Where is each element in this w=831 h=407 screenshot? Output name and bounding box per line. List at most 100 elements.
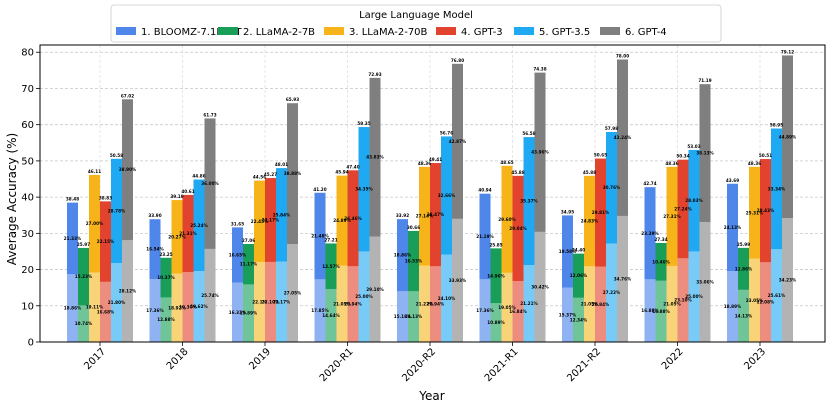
bar-upper-percent-label: 10.37% — [157, 275, 175, 280]
bar-lower-segment — [193, 271, 205, 342]
bar-lower-segment — [666, 265, 678, 342]
bar-value-label: 49.41 — [429, 157, 442, 162]
bar-upper-segment — [738, 247, 749, 290]
bar-lower-percent-label: 20.94% — [427, 302, 445, 307]
bar-upper-segment — [688, 149, 700, 252]
bar-value-label: 48.36 — [748, 161, 761, 166]
bar-lower-segment — [408, 291, 419, 342]
legend-box — [110, 4, 722, 43]
bar-lower-percent-label: 29.10% — [366, 287, 384, 292]
bar-value-label: 38.83 — [99, 195, 112, 200]
bar-lower-percent-label: 21.05% — [663, 301, 681, 306]
bar-upper-segment — [512, 175, 524, 282]
bar-lower-percent-label: 27.05% — [284, 291, 302, 296]
bar-value-label: 48.01 — [275, 162, 288, 167]
bar-lower-percent-label: 14.13% — [405, 314, 423, 319]
bar-lower-segment — [336, 265, 348, 342]
bar-upper-percent-label: 11.17% — [240, 262, 258, 267]
bar-lower-segment — [584, 266, 595, 342]
bar-upper-percent-label: 21.31% — [179, 231, 197, 236]
bar-lower-segment — [562, 287, 573, 342]
bar-value-label: 56.76 — [440, 130, 453, 135]
bar-value-label: 48.36 — [665, 161, 678, 166]
bar-lower-segment — [325, 289, 337, 342]
bar-upper-segment — [171, 200, 183, 274]
bar-upper-segment — [265, 178, 276, 262]
bar-upper-percent-label: 28.43% — [757, 208, 775, 213]
bar-lower-percent-label: 27.22% — [603, 290, 621, 295]
x-tick-label: 2021-R1 — [483, 346, 521, 384]
bar-upper-percent-label: 14.96% — [487, 273, 505, 278]
bar-upper-percent-label: 28.78% — [108, 208, 126, 213]
bar-upper-segment — [287, 103, 298, 245]
y-tick-label: 10 — [21, 301, 34, 312]
data-labels-layer: 38.48 21.33% 18.86% 25.97 15.23% 10.74% 46.11 2… — [64, 49, 797, 326]
bar-value-label: 31.65 — [231, 221, 244, 226]
bar-upper-segment — [100, 201, 111, 282]
bar-upper-segment — [760, 159, 771, 263]
bar-upper-percent-label: 25.31% — [746, 210, 764, 215]
bar-value-label: 27.21 — [324, 237, 337, 242]
bar-lower-segment — [100, 281, 111, 342]
bar-upper-segment — [562, 215, 573, 288]
bar-value-label: 78.00 — [616, 53, 629, 58]
bar-upper-segment — [699, 84, 711, 223]
bar-lower-segment — [501, 272, 513, 342]
bar-value-label: 27.34 — [654, 237, 667, 242]
bar-lower-percent-label: 18.89% — [724, 304, 742, 309]
legend-swatch — [514, 27, 534, 35]
bar-lower-segment — [149, 278, 161, 342]
bar-upper-percent-label: 33.34% — [768, 186, 786, 191]
bar-upper-percent-label: 20.27% — [168, 234, 186, 239]
bar-lower-segment — [595, 266, 606, 342]
bar-lower-segment — [727, 271, 738, 342]
bar-value-label: 45.88 — [583, 170, 596, 175]
bar-lower-percent-label: 30.42% — [531, 284, 549, 289]
bar-lower-segment — [512, 281, 524, 342]
bar-lower-percent-label: 19.05% — [498, 305, 516, 310]
legend-label: 3. LLaMA-2-70B — [349, 27, 428, 38]
bar-upper-percent-label: 24.89% — [333, 218, 351, 223]
bar-upper-segment — [111, 158, 122, 264]
bar-lower-percent-label: 16.68% — [97, 309, 115, 314]
bar-lower-percent-label: 20.94% — [344, 302, 362, 307]
legend-label: 6. GPT-4 — [625, 27, 667, 38]
bar-lower-percent-label: 15.37% — [559, 312, 577, 317]
bar-lower-segment — [397, 291, 408, 342]
bar-lower-segment — [677, 258, 689, 342]
bar-upper-segment — [452, 63, 463, 219]
bar-lower-segment — [523, 265, 535, 342]
bar-lower-percent-label: 19.62% — [190, 304, 208, 309]
bar-value-label: 71.19 — [698, 78, 711, 83]
y-tick-label: 60 — [21, 120, 34, 131]
x-tick-label: 2018 — [165, 346, 191, 372]
bar-upper-percent-label: 24.83% — [581, 219, 599, 224]
bar-lower-segment — [490, 303, 502, 342]
bar-upper-percent-label: 28.47% — [427, 212, 445, 217]
bar-value-label: 61.73 — [203, 112, 216, 117]
legend-swatch — [116, 27, 136, 35]
bar-value-label: 47.40 — [346, 164, 359, 169]
bar-lower-percent-label: 15.18% — [394, 314, 412, 319]
bar-lower-percent-label: 16.88% — [652, 309, 670, 314]
bar-upper-segment — [782, 55, 793, 219]
bar-lower-percent-label: 12.88% — [157, 317, 175, 322]
bar-lower-segment — [111, 263, 122, 342]
bar-upper-segment — [534, 72, 546, 232]
bar-value-label: 41.20 — [313, 187, 326, 192]
bar-lower-percent-label: 34.76% — [614, 276, 632, 281]
bar-value-label: 56.58 — [522, 131, 535, 136]
bar-lower-segment — [573, 297, 584, 342]
bar-lower-segment — [369, 236, 381, 342]
x-axis-label: Year — [418, 389, 444, 403]
legend-label: 1. BLOOMZ-7.1B-MT — [141, 27, 242, 38]
bar-upper-percent-label: 35.37% — [520, 199, 538, 204]
x-tick-label: 2022 — [660, 346, 686, 372]
bar-upper-percent-label: 21.48% — [311, 234, 329, 239]
bar-upper-segment — [67, 202, 78, 275]
bar-value-label: 24.40 — [572, 248, 585, 253]
bar-lower-segment — [760, 262, 771, 342]
bar-lower-segment — [644, 279, 656, 342]
bar-lower-percent-label: 19.30% — [179, 305, 197, 310]
